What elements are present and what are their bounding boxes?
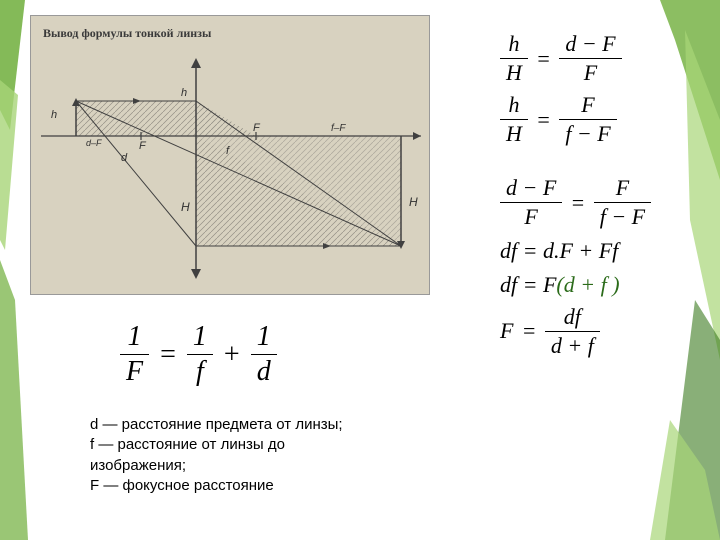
legend-line: F — фокусное расстояние <box>90 476 410 496</box>
svg-text:d: d <box>121 152 128 164</box>
derivation-formulas: hH = d − FF hH = Ff − F d − FF = Ff − F … <box>500 25 651 365</box>
svg-text:H: H <box>181 200 190 214</box>
svg-text:h: h <box>181 87 187 99</box>
svg-text:h: h <box>51 109 57 121</box>
legend-line: изображения; <box>90 456 410 476</box>
lens-diagram: Вывод формулы тонкой линзы <box>30 15 430 295</box>
diagram-title: Вывод формулы тонкой линзы <box>43 26 211 41</box>
thin-lens-formula: 1 F = 1 f + 1 d <box>120 315 277 394</box>
svg-text:F: F <box>253 122 261 134</box>
svg-text:f–F: f–F <box>331 123 346 134</box>
svg-text:d–F: d–F <box>86 138 102 148</box>
legend-text: d — расстояние предмета от линзы; f — ра… <box>90 415 410 496</box>
svg-text:H: H <box>409 195 418 209</box>
legend-line: f — расстояние от линзы до <box>90 435 410 455</box>
lens-ray-svg: h d–F F h F d f f–F H H <box>31 46 431 291</box>
legend-line: d — расстояние предмета от линзы; <box>90 415 410 435</box>
svg-text:F: F <box>139 140 147 152</box>
decoration-left <box>0 0 30 540</box>
